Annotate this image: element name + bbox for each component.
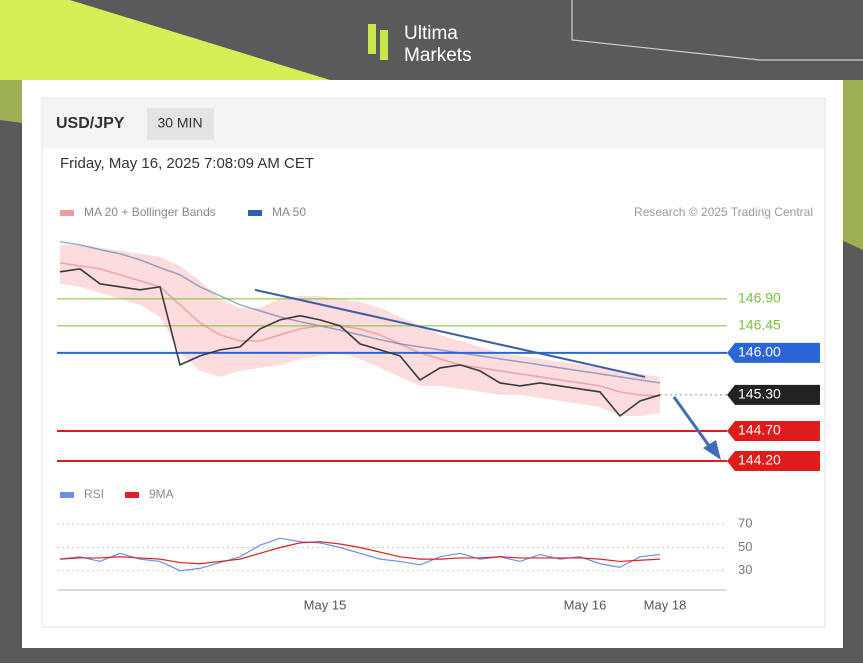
legend-label: MA 50 — [272, 205, 306, 219]
plot: MA 20 + Bollinger Bands MA 50 146.90 146.45… — [57, 205, 820, 612]
legend-swatch — [60, 492, 74, 498]
accent-stripe — [0, 0, 330, 80]
legend-label: 9MA — [149, 487, 174, 501]
legend-swatch — [248, 210, 262, 216]
trendline — [254, 288, 646, 378]
y-tick-label: 50 — [738, 539, 752, 554]
legend-swatch — [125, 492, 139, 498]
y-tick-label: 30 — [738, 562, 752, 577]
level-label: 146.45 — [738, 317, 781, 333]
interval-badge — [147, 108, 214, 140]
x-tick-label: May 18 — [644, 597, 687, 612]
ma-line — [59, 241, 661, 384]
logo-text: Ultima — [404, 23, 458, 44]
legend-label: MA 20 + Bollinger Bands — [84, 205, 216, 219]
legend-label: RSI — [84, 487, 104, 501]
interval: 30 MIN — [157, 115, 202, 131]
timestamp: Friday, May 16, 2025 7:08:09 AM CET — [60, 155, 314, 172]
logo-text: Markets — [404, 45, 472, 66]
level-label: 144.20 — [738, 452, 781, 468]
forecast-arrow — [672, 396, 714, 451]
price-line — [59, 267, 661, 418]
credit: Research © 2025 Trading Central — [634, 205, 813, 219]
level-tag — [727, 420, 820, 441]
decor-line — [571, 0, 863, 61]
level-tag — [727, 384, 820, 405]
level-tag — [727, 450, 820, 471]
level-tag — [727, 342, 820, 363]
logo-mark — [368, 24, 376, 54]
legend-swatch — [60, 210, 74, 216]
forecast-arrowhead — [703, 440, 721, 460]
x-tick-label: May 16 — [564, 597, 607, 612]
level-label: 146.00 — [738, 344, 781, 360]
level-label: 144.70 — [738, 422, 781, 438]
level-label: 145.30 — [738, 386, 781, 402]
x-tick-label: May 15 — [304, 597, 347, 612]
y-tick-label: 70 — [738, 516, 752, 531]
level-label: 146.90 — [738, 290, 781, 306]
symbol: USD/JPY — [56, 115, 125, 132]
rsi-line — [59, 541, 661, 565]
logo-mark — [380, 30, 388, 60]
rsi-line — [59, 537, 661, 572]
